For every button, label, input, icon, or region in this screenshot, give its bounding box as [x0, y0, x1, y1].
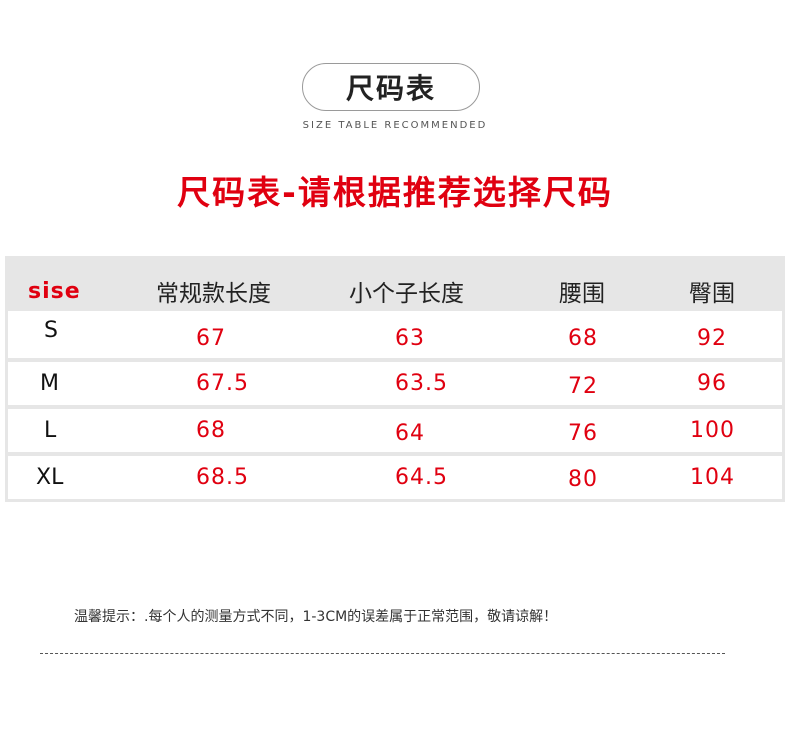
size-label: L: [44, 418, 57, 443]
waist: 76: [568, 421, 598, 446]
regular-length: 67.5: [196, 371, 249, 396]
badge-title: 尺码表: [345, 72, 436, 105]
size-table: sise 常规款长度 小个子长度 腰围 臀围 S 67 63 68 92 M 6…: [5, 256, 785, 502]
dashed-divider: [40, 653, 725, 654]
headline: 尺码表-请根据推荐选择尺码: [177, 173, 613, 212]
header-hip: 臀围: [689, 281, 735, 307]
hip: 92: [697, 326, 727, 351]
size-label: M: [40, 371, 59, 396]
table-row: L 68 64 76 100: [8, 409, 782, 452]
table-row: M 67.5 63.5 72 96: [8, 362, 782, 405]
badge-subtitle: SIZE TABLE RECOMMENDED: [302, 120, 488, 131]
table-row: XL 68.5 64.5 80 104: [8, 456, 782, 499]
waist: 68: [568, 326, 598, 351]
petite-length: 64: [395, 421, 425, 446]
table-row: S 67 63 68 92: [8, 311, 782, 358]
title-badge: 尺码表: [302, 63, 480, 111]
header-regular-length: 常规款长度: [156, 281, 271, 307]
regular-length: 67: [196, 326, 226, 351]
regular-length: 68: [196, 418, 226, 443]
petite-length: 64.5: [395, 465, 448, 490]
hip: 100: [690, 418, 735, 443]
regular-length: 68.5: [196, 465, 249, 490]
petite-length: 63: [395, 326, 425, 351]
measurement-note: 温馨提示：.每个人的测量方式不同，1-3CM的误差属于正常范围，敬请谅解！: [74, 609, 558, 625]
header-size: sise: [28, 278, 81, 304]
hip: 96: [697, 371, 727, 396]
size-label: XL: [36, 465, 64, 490]
petite-length: 63.5: [395, 371, 448, 396]
table-header: sise 常规款长度 小个子长度 腰围 臀围: [8, 269, 782, 313]
hip: 104: [690, 465, 735, 490]
waist: 72: [568, 374, 598, 399]
waist: 80: [568, 467, 598, 492]
header-waist: 腰围: [559, 281, 605, 307]
size-label: S: [44, 318, 58, 343]
header-petite-length: 小个子长度: [349, 281, 464, 307]
